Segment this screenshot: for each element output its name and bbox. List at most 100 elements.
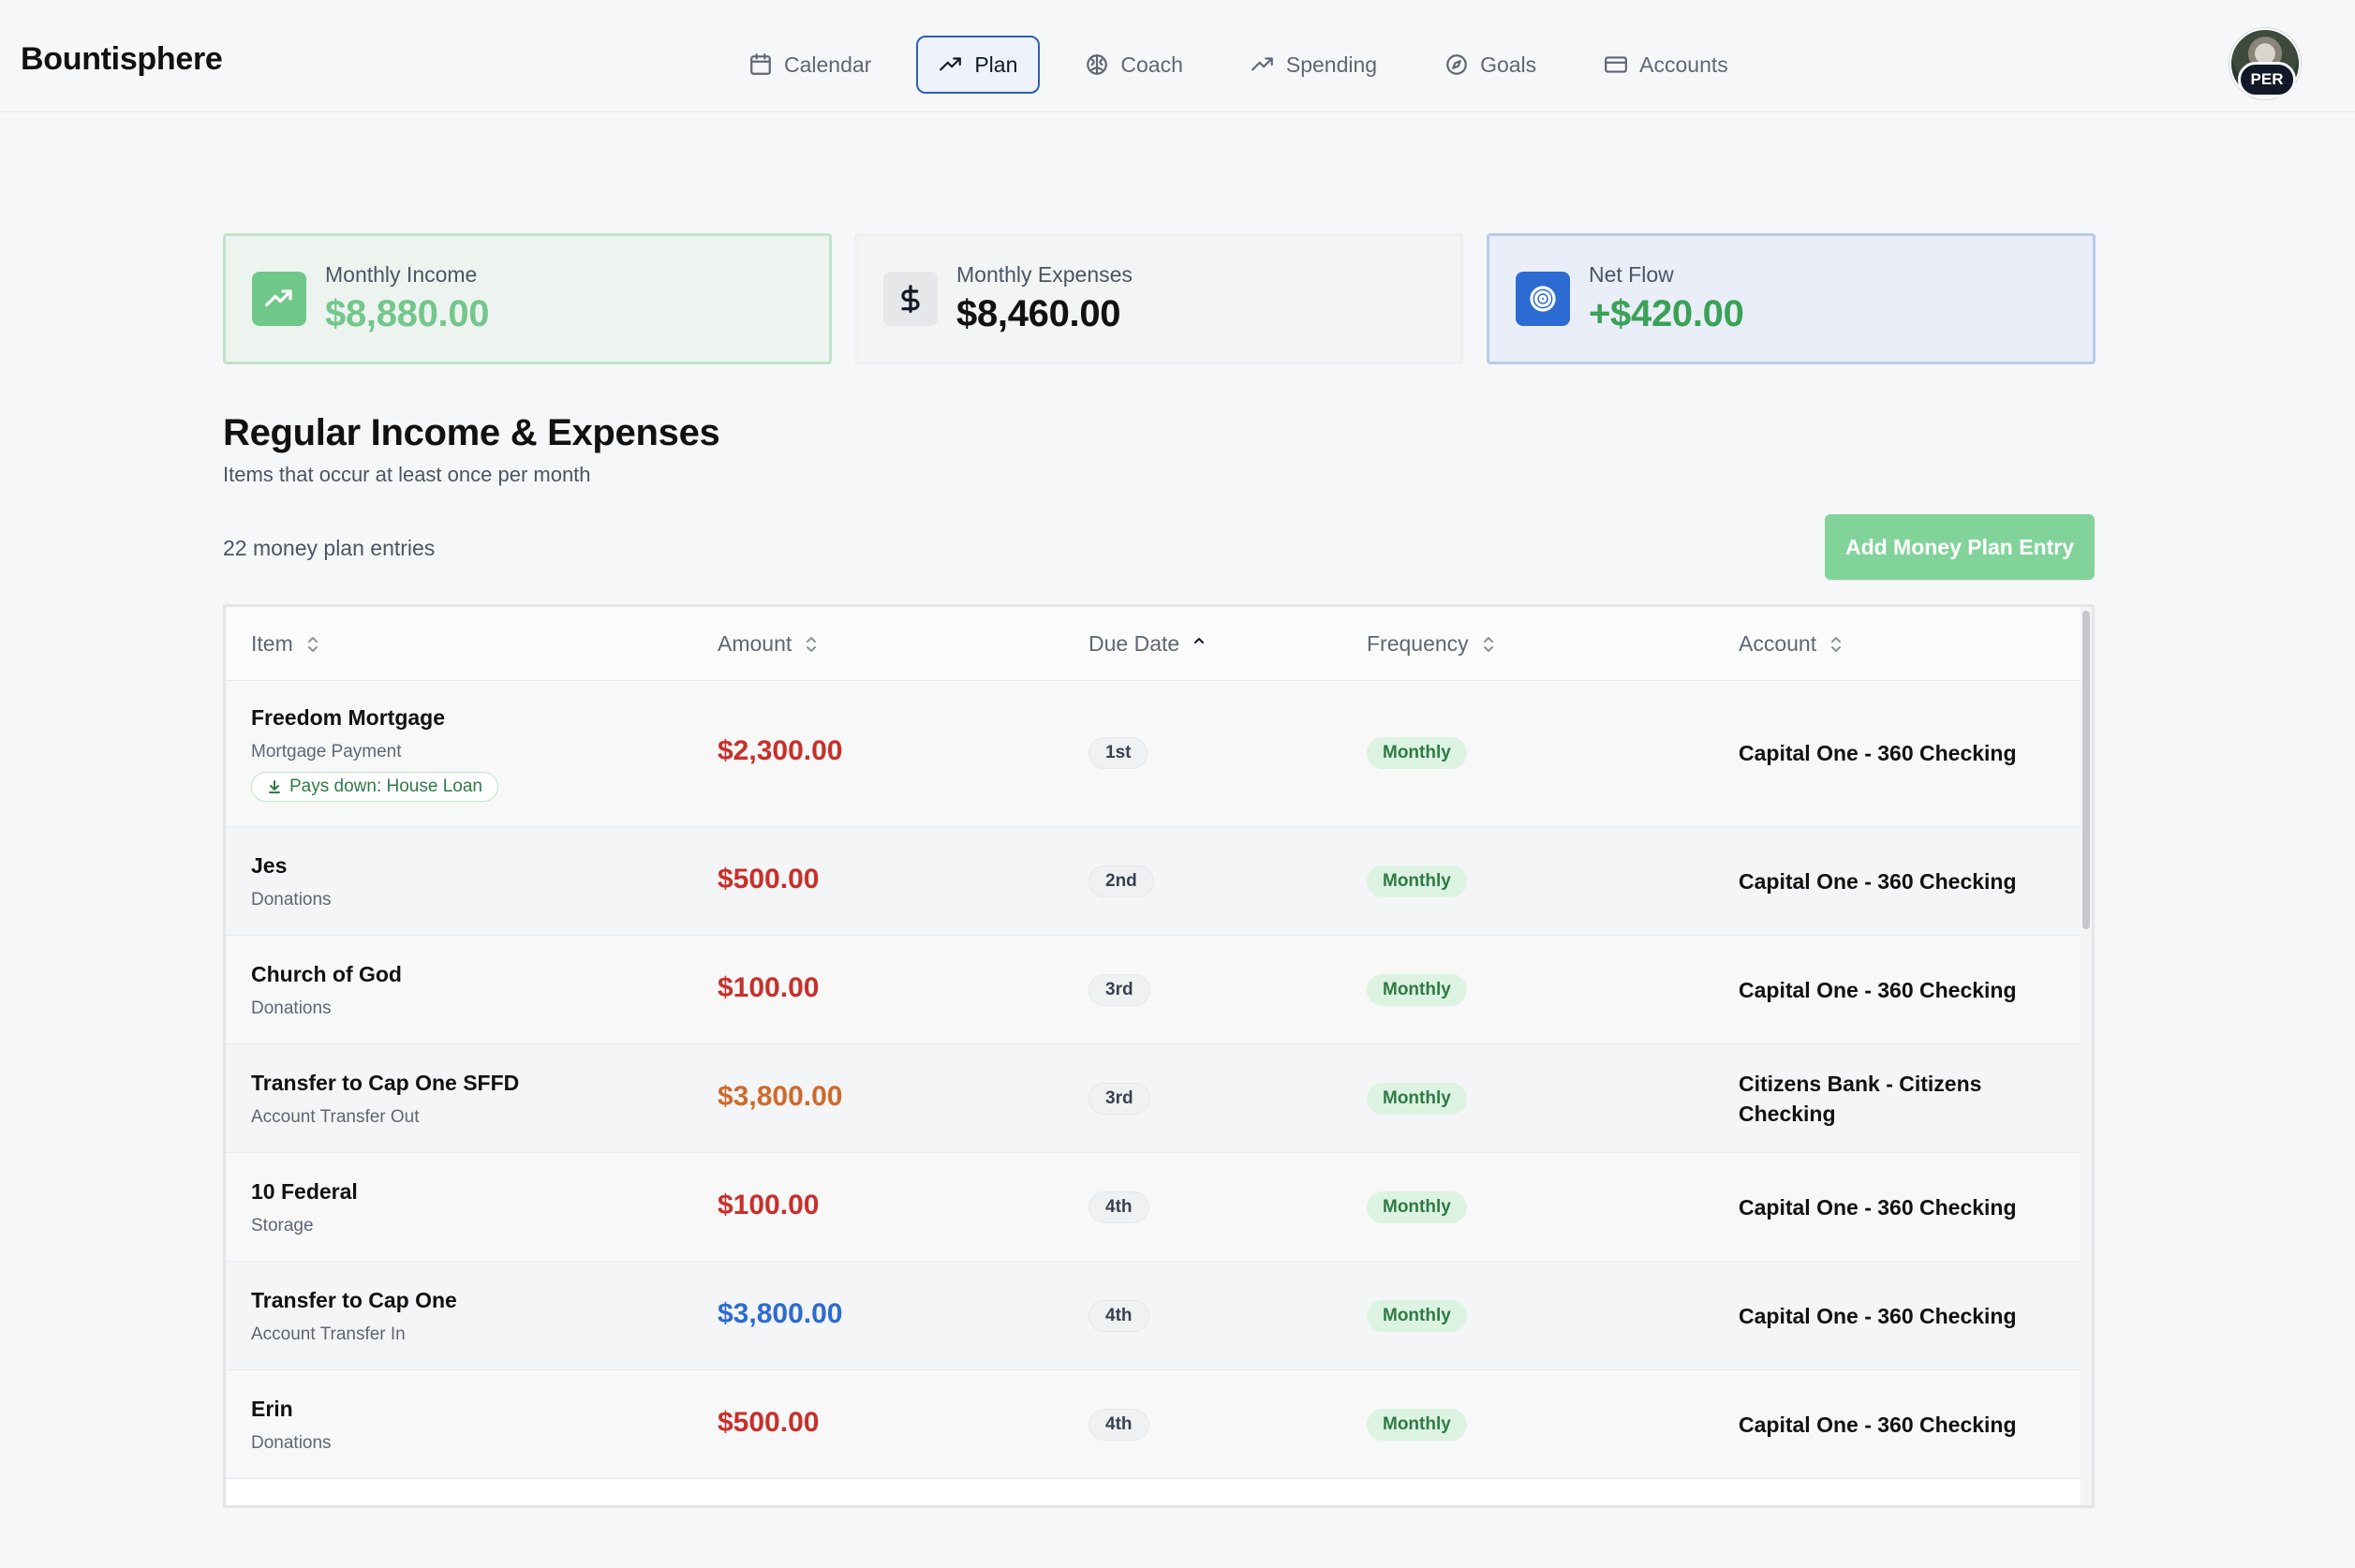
account-cell: Capital One - 360 Checking [1739, 869, 2017, 894]
amount-cell: $500.00 [718, 864, 820, 895]
frequency-pill: Monthly [1367, 974, 1467, 1006]
entry-count: 22 money plan entries [223, 536, 436, 560]
column-header-label: Due Date [1089, 631, 1180, 656]
account-cell: Citizens Bank - Citizens Checking [1739, 1072, 1982, 1126]
brand-logo[interactable]: Bountisphere [21, 41, 223, 77]
monthly-income-card: Monthly Income $8,880.00 [223, 233, 832, 364]
nav-accounts[interactable]: Accounts [1581, 36, 1751, 94]
column-header-amount[interactable]: Amount [718, 607, 820, 681]
sort-ascending-icon [1194, 637, 1205, 643]
sort-icon [1483, 636, 1493, 652]
frequency-cell: Monthly [1367, 1191, 1467, 1223]
main-nav: Calendar Plan Coach Spending Goals Accou… [726, 35, 1751, 95]
credit-card-icon [1605, 56, 1628, 73]
item-name: Transfer to Cap One SFFD [251, 1071, 520, 1095]
column-header-item[interactable]: Item [251, 607, 321, 681]
net-flow-value: +$420.00 [1589, 293, 1744, 334]
nav-calendar-label: Calendar [784, 52, 872, 77]
item-cell: Erin Donations [251, 1397, 332, 1454]
due-date-pill: 3rd [1089, 1083, 1150, 1115]
nav-goals-label: Goals [1480, 52, 1537, 77]
frequency-cell: Monthly [1367, 974, 1467, 1006]
due-date-pill: 2nd [1089, 865, 1154, 897]
column-header-due-date[interactable]: Due Date [1089, 607, 1207, 681]
account-cell: Capital One - 360 Checking [1739, 978, 2017, 1002]
due-date-pill: 3rd [1089, 974, 1150, 1006]
frequency-pill: Monthly [1367, 737, 1467, 769]
table-row[interactable]: Erin Donations $500.00 4th Monthly Capit… [226, 1370, 2084, 1479]
nav-spending-label: Spending [1285, 52, 1378, 77]
dollar-sign-icon [883, 272, 938, 326]
nav-plan[interactable]: Plan [916, 36, 1041, 94]
money-plan-table: Item Amount Due Date Frequency Account F… [223, 604, 2095, 1508]
nav-goals[interactable]: Goals [1422, 36, 1559, 94]
trending-up-icon [1251, 57, 1273, 71]
item-category: Storage [251, 1216, 314, 1235]
table-row[interactable]: Jes Donations $500.00 2nd Monthly Capita… [226, 827, 2084, 936]
section-title: Regular Income & Expenses [223, 412, 720, 453]
table-row[interactable]: Transfer to Cap One SFFD Account Transfe… [226, 1044, 2084, 1153]
due-date-pill: 4th [1089, 1300, 1149, 1332]
item-name: Church of God [251, 962, 402, 986]
nav-plan-label: Plan [974, 52, 1018, 77]
column-header-label: Item [251, 631, 293, 656]
item-name: Transfer to Cap One [251, 1288, 457, 1312]
table-scrollbar[interactable] [2081, 607, 2092, 1505]
sort-icon [1831, 636, 1842, 652]
frequency-pill: Monthly [1367, 1409, 1467, 1441]
item-cell: Freedom Mortgage Mortgage Payment Pays d… [251, 705, 498, 802]
due-date-cell: 3rd [1089, 1083, 1150, 1115]
table-row[interactable]: Church of God Donations $100.00 3rd Mont… [226, 936, 2084, 1044]
table-row[interactable]: Freedom Mortgage Mortgage Payment Pays d… [226, 681, 2084, 827]
frequency-cell: Monthly [1367, 737, 1467, 769]
scrollbar-thumb[interactable] [2082, 611, 2090, 929]
table-header: Item Amount Due Date Frequency Account [226, 607, 2084, 681]
column-header-frequency[interactable]: Frequency [1367, 607, 1497, 681]
amount-cell: $100.00 [718, 1190, 820, 1220]
item-cell: Church of God Donations [251, 962, 402, 1019]
net-flow-card: Net Flow +$420.00 [1487, 233, 2096, 364]
nav-coach[interactable]: Coach [1062, 36, 1205, 94]
item-name: Jes [251, 853, 288, 878]
column-header-label: Frequency [1367, 631, 1469, 656]
nav-accounts-label: Accounts [1639, 52, 1728, 77]
amount-cell: $100.00 [718, 972, 820, 1003]
due-date-cell: 4th [1089, 1191, 1149, 1223]
expenses-label: Monthly Expenses [956, 262, 1133, 287]
nav-coach-label: Coach [1120, 52, 1183, 77]
due-date-pill: 4th [1089, 1409, 1149, 1441]
column-header-account[interactable]: Account [1739, 607, 1844, 681]
account-cell: Capital One - 360 Checking [1739, 1195, 2017, 1220]
item-cell: 10 Federal Storage [251, 1179, 358, 1236]
top-navigation-bar: Bountisphere Calendar Plan Coach Spendin… [0, 0, 2355, 112]
frequency-cell: Monthly [1367, 1409, 1467, 1441]
item-cell: Transfer to Cap One SFFD Account Transfe… [251, 1071, 519, 1128]
nav-calendar[interactable]: Calendar [726, 36, 894, 94]
brain-icon [1087, 54, 1108, 75]
avatar-badge[interactable]: PER [2238, 62, 2296, 97]
amount-cell: $3,800.00 [718, 1081, 843, 1112]
trending-up-icon [940, 57, 962, 71]
arrow-down-icon [269, 780, 280, 793]
column-header-label: Account [1739, 631, 1817, 656]
due-date-cell: 4th [1089, 1409, 1149, 1441]
frequency-cell: Monthly [1367, 1300, 1467, 1332]
frequency-cell: Monthly [1367, 1083, 1467, 1115]
due-date-cell: 2nd [1089, 865, 1154, 897]
nav-spending[interactable]: Spending [1228, 36, 1400, 94]
add-money-plan-entry-button[interactable]: Add Money Plan Entry [1825, 514, 2095, 580]
amount-cell: $2,300.00 [718, 735, 843, 766]
table-row[interactable]: 10 Federal Storage $100.00 4th Monthly C… [226, 1153, 2084, 1262]
item-category: Mortgage Payment [251, 742, 402, 762]
item-category: Donations [251, 998, 332, 1018]
item-cell: Transfer to Cap One Account Transfer In [251, 1288, 457, 1345]
due-date-pill: 1st [1089, 737, 1148, 769]
pays-down-label: Pays down: House Loan [289, 777, 482, 796]
sort-icon [307, 636, 318, 652]
due-date-cell: 1st [1089, 737, 1148, 769]
pays-down-tag[interactable]: Pays down: House Loan [251, 772, 498, 802]
table-row[interactable]: Transfer to Cap One Account Transfer In … [226, 1262, 2084, 1370]
due-date-pill: 4th [1089, 1191, 1149, 1223]
section-subtitle: Items that occur at least once per month [223, 463, 591, 486]
due-date-cell: 4th [1089, 1300, 1149, 1332]
